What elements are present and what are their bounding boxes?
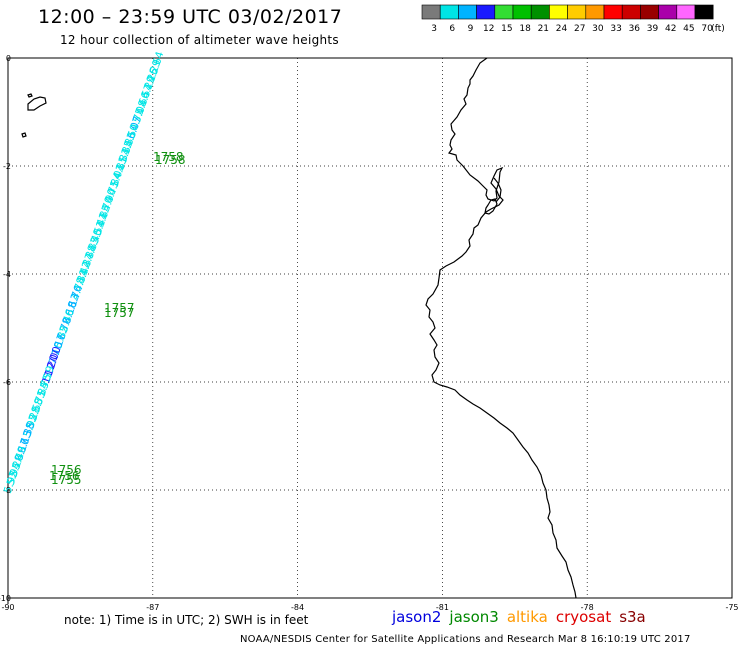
- scale-swatch-33: [603, 4, 623, 20]
- y-tick-label: -2: [3, 162, 11, 171]
- scale-label-3: 3: [431, 24, 437, 34]
- x-tick-label: -75: [725, 603, 738, 612]
- satellite-track: 5.644.294.264.294.574.665.084.756.074.50…: [2, 50, 167, 495]
- satellite-legend: jason2 jason3 altika cryosat s3a: [392, 608, 654, 626]
- x-tick-label: -87: [146, 603, 159, 612]
- time-label-1755: 1755: [51, 473, 82, 487]
- guayaquil-island: [484, 198, 498, 215]
- scale-swatch-42: [658, 4, 678, 20]
- x-tick-label: -84: [291, 603, 304, 612]
- time-label-1758: 1758: [153, 150, 184, 164]
- galapagos-island-tiny: [27, 93, 33, 98]
- scale-swatch-70: [694, 4, 714, 20]
- scale-swatch-27: [567, 4, 587, 20]
- axis-tick-labels: -90 -87 -84 -81 -78 -75 0 -2 -4 -6 -8 -10: [0, 54, 739, 612]
- scale-swatch-6: [439, 4, 459, 20]
- y-tick-label: -10: [0, 594, 11, 603]
- time-label-1757: 1757: [104, 306, 135, 320]
- x-tick-label: -81: [436, 603, 449, 612]
- page-title: 12:00 – 23:59 UTC 03/02/2017: [38, 6, 343, 28]
- scale-label-42: 42: [665, 24, 676, 34]
- scale-label-21: 21: [538, 24, 549, 34]
- scale-label-9: 9: [468, 24, 474, 34]
- plot-frame: [7, 57, 733, 604]
- scale-swatch-39: [640, 4, 659, 20]
- scale-label-30: 30: [592, 24, 604, 34]
- scale-swatch-3: [421, 4, 441, 20]
- color-scale-bar: 3 6 9 12 15 18 21 24 27 30 33 36 39 42 45 70(ft): [421, 4, 725, 34]
- scale-label-27: 27: [574, 24, 585, 34]
- track-value: 5.92: [2, 469, 21, 495]
- scale-label-18: 18: [519, 24, 531, 34]
- legend-cryosat: cryosat: [555, 608, 612, 626]
- time-label-1758: 1758: [155, 153, 186, 167]
- scale-swatch-45: [676, 4, 696, 20]
- scale-swatch-9: [458, 4, 477, 20]
- galapagos-island-main: [27, 96, 47, 111]
- coastline: [21, 57, 577, 599]
- scale-swatch-18: [512, 4, 532, 20]
- x-tick-label: -90: [1, 603, 14, 612]
- map-grid: [8, 58, 732, 598]
- credit-line: NOAA/NESDIS Center for Satellite Applica…: [240, 634, 691, 645]
- scale-label-39: 39: [647, 24, 659, 34]
- scale-swatch-21: [530, 4, 550, 20]
- scale-label-33: 33: [610, 24, 621, 34]
- scale-swatch-12: [476, 4, 496, 20]
- time-label-1756: 1756: [49, 469, 80, 483]
- scale-unit: (ft): [711, 24, 725, 34]
- scale-label-70: 70: [701, 24, 713, 34]
- scale-swatch-15: [494, 4, 514, 20]
- y-tick-label: -8: [3, 486, 11, 495]
- time-label-1757: 1757: [104, 301, 135, 315]
- legend-altika: altika: [506, 608, 548, 626]
- scale-label-24: 24: [556, 24, 568, 34]
- scale-swatch-36: [621, 4, 641, 20]
- scale-label-36: 36: [629, 24, 641, 34]
- footnote: note: 1) Time is in UTC; 2) SWH is in fe…: [64, 613, 309, 627]
- legend-s3a: s3a: [619, 608, 646, 626]
- galapagos-island-small: [21, 132, 27, 138]
- scale-label-15: 15: [501, 24, 512, 34]
- gulf-inlet: [493, 177, 502, 203]
- south-america-coastline: [425, 57, 577, 599]
- scale-label-12: 12: [483, 24, 494, 34]
- scale-swatch-24: [549, 4, 568, 20]
- legend-jason2: jason2: [392, 608, 442, 626]
- page-subtitle: 12 hour collection of altimeter wave hei…: [60, 33, 339, 47]
- y-tick-label: 0: [6, 54, 11, 63]
- scale-label-6: 6: [449, 24, 455, 34]
- legend-jason3: jason3: [449, 608, 499, 626]
- time-label-1756: 1756: [51, 463, 82, 477]
- y-tick-label: -4: [3, 270, 11, 279]
- y-tick-label: -6: [3, 378, 11, 387]
- scale-label-45: 45: [683, 24, 694, 34]
- x-tick-label: -78: [581, 603, 594, 612]
- scale-swatch-30: [585, 4, 605, 20]
